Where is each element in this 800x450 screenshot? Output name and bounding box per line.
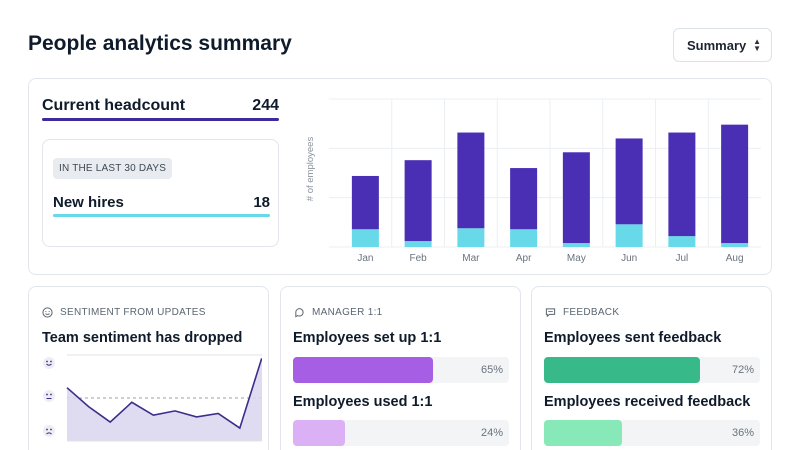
new-hires-card: IN THE LAST 30 DAYS New hires 18 [42, 139, 279, 247]
bar-may-segment-1 [562, 152, 590, 244]
x-tick-label: Apr [516, 253, 532, 263]
sentiment-card: SENTIMENT FROM UPDATES Team sentiment ha… [28, 286, 269, 450]
bar-may-segment-0 [562, 243, 590, 247]
sent-feedback-bar: 72% [544, 357, 760, 383]
happy-face-icon [43, 357, 55, 369]
manager-card: MANAGER 1:1 Employees set up 1:1 65% Emp… [280, 286, 521, 450]
chat-bubble-icon [295, 308, 304, 318]
sad-face-icon [43, 425, 55, 437]
used-1on1-label: Employees used 1:1 [293, 394, 433, 410]
smile-icon [42, 307, 53, 318]
x-tick-label: Feb [410, 253, 428, 263]
received-feedback-percent: 36% [731, 427, 754, 439]
bar-mar-segment-0 [457, 228, 485, 247]
setup-1on1-percent: 65% [480, 364, 503, 376]
bar-feb-segment-0 [404, 241, 432, 247]
headcount-label: Current headcount [42, 97, 186, 114]
sent-feedback-fill [544, 357, 700, 383]
feedback-section-label: FEEDBACK [563, 307, 620, 318]
summary-select[interactable]: Summary ▲ ▼ [673, 28, 772, 62]
x-tick-label: Aug [726, 253, 744, 263]
sentiment-line [66, 357, 262, 430]
new-hires-row: New hires 18 [53, 194, 270, 211]
headcount-card: Current headcount 244 IN THE LAST 30 DAY… [28, 78, 772, 275]
sentiment-section-header: SENTIMENT FROM UPDATES [42, 307, 206, 318]
new-hires-label: New hires [53, 194, 124, 211]
headcount-row: Current headcount 244 [42, 97, 279, 115]
used-1on1-percent: 24% [480, 427, 503, 439]
bar-jan-segment-1 [351, 175, 379, 230]
page-title: People analytics summary [28, 32, 292, 55]
received-feedback-bar: 36% [544, 420, 760, 446]
message-square-icon [545, 308, 556, 318]
sent-feedback-percent: 72% [731, 364, 754, 376]
headcount-value: 244 [252, 97, 279, 114]
feedback-section-header: FEEDBACK [545, 307, 619, 318]
used-1on1-bar: 24% [293, 420, 509, 446]
sentiment-area [67, 359, 262, 441]
neutral-face-icon [43, 390, 55, 402]
summary-select-value: Summary [687, 37, 747, 53]
bar-jul-segment-1 [668, 132, 696, 237]
y-axis-label: # of employees [305, 137, 316, 202]
manager-section-header: MANAGER 1:1 [294, 307, 383, 318]
headcount-underline [42, 118, 279, 121]
received-feedback-label: Employees received feedback [544, 394, 751, 410]
headcount-bar-chart: Jan Feb Mar Apr May Jun Jul Aug # of employees [305, 98, 761, 263]
x-tick-label: May [567, 253, 586, 263]
bar-jun-segment-1 [615, 138, 643, 225]
new-hires-value: 18 [253, 194, 270, 211]
setup-1on1-label: Employees set up 1:1 [293, 330, 442, 346]
bar-apr-segment-0 [510, 229, 538, 247]
x-tick-label: Jul [675, 253, 688, 263]
bar-feb-segment-1 [404, 160, 432, 242]
bar-aug-segment-0 [721, 243, 749, 247]
used-1on1-fill [293, 420, 345, 446]
select-arrows-icon: ▲ ▼ [753, 37, 761, 53]
period-chip: IN THE LAST 30 DAYS [53, 158, 173, 179]
feedback-card: FEEDBACK Employees sent feedback 72% Emp… [531, 286, 772, 450]
bar-jan-segment-0 [351, 229, 379, 247]
bar-jul-segment-0 [668, 236, 696, 247]
x-tick-label: Mar [462, 253, 480, 263]
bar-mar-segment-1 [457, 132, 485, 229]
bar-apr-segment-1 [510, 168, 538, 230]
sentiment-section-label: SENTIMENT FROM UPDATES [60, 307, 206, 318]
bar-jun-segment-0 [615, 224, 643, 247]
x-tick-label: Jun [621, 253, 637, 263]
setup-1on1-fill [293, 357, 434, 383]
x-tick-label: Jan [357, 253, 373, 263]
manager-section-label: MANAGER 1:1 [312, 307, 383, 318]
received-feedback-fill [544, 420, 622, 446]
sentiment-title: Team sentiment has dropped [42, 330, 243, 346]
setup-1on1-bar: 65% [293, 357, 509, 383]
new-hires-underline [53, 214, 270, 217]
bar-aug-segment-1 [721, 124, 749, 244]
sentiment-line-chart [43, 354, 262, 442]
sent-feedback-label: Employees sent feedback [544, 330, 722, 346]
